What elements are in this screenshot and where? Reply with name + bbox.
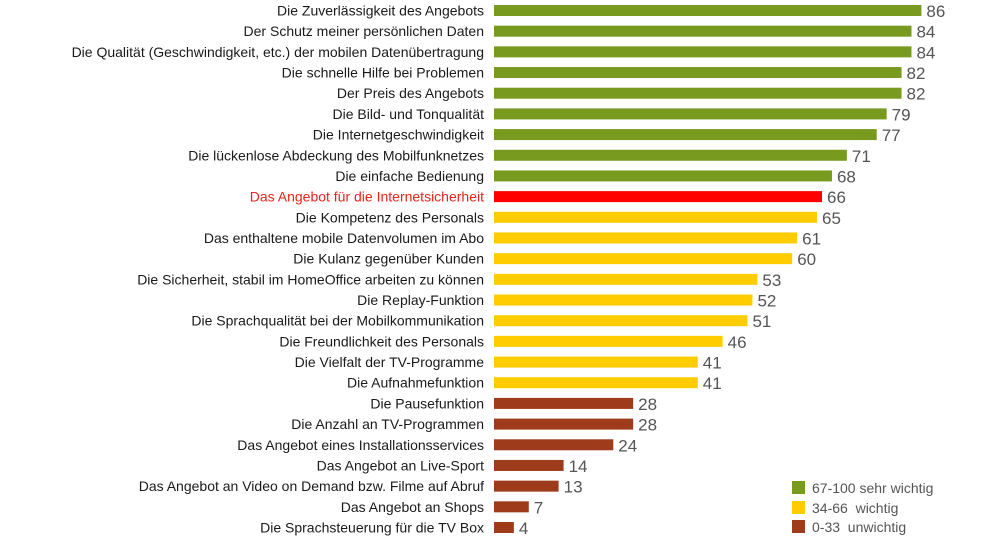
legend-swatch-mid bbox=[792, 501, 805, 514]
category-label-19: Die Pausefunktion bbox=[370, 395, 484, 411]
bar-11 bbox=[494, 232, 798, 244]
category-label-9: Das Angebot für die Internetsicherheit bbox=[250, 189, 484, 205]
category-label-15: Die Sprachqualität bei der Mobilkommunik… bbox=[191, 313, 484, 329]
value-label-25: 4 bbox=[519, 519, 528, 538]
bar-23 bbox=[494, 480, 559, 492]
bars-layer bbox=[494, 5, 922, 533]
value-label-4: 82 bbox=[907, 85, 926, 104]
category-label-16: Die Freundlichkeit des Personals bbox=[279, 333, 484, 349]
value-label-10: 65 bbox=[822, 209, 841, 228]
category-label-10: Die Kompetenz des Personals bbox=[296, 209, 484, 225]
category-label-22: Das Angebot an Live-Sport bbox=[317, 457, 484, 473]
value-label-6: 77 bbox=[882, 126, 901, 145]
value-label-14: 52 bbox=[757, 292, 776, 311]
bar-10 bbox=[494, 211, 818, 223]
value-label-1: 84 bbox=[916, 23, 935, 42]
bar-9 bbox=[494, 191, 823, 203]
value-label-23: 13 bbox=[564, 478, 583, 497]
category-label-5: Die Bild- und Tonqualität bbox=[332, 106, 484, 122]
value-label-19: 28 bbox=[638, 395, 657, 414]
value-label-5: 79 bbox=[892, 105, 911, 124]
value-label-11: 61 bbox=[802, 229, 821, 248]
bar-21 bbox=[494, 439, 614, 451]
value-labels-layer: 8684848282797771686665616053525146414128… bbox=[519, 2, 945, 538]
value-label-16: 46 bbox=[728, 333, 747, 352]
bar-14 bbox=[494, 294, 753, 306]
bar-16 bbox=[494, 335, 723, 347]
category-label-1: Der Schutz meiner persönlichen Daten bbox=[244, 23, 484, 39]
legend-label-low: 0-33 unwichtig bbox=[812, 519, 906, 535]
category-label-25: Die Sprachsteuerung für die TV Box bbox=[260, 520, 484, 536]
legend-label-high: 67-100 sehr wichtig bbox=[812, 480, 933, 496]
bar-18 bbox=[494, 377, 698, 389]
bar-5 bbox=[494, 108, 887, 120]
bar-12 bbox=[494, 253, 793, 265]
category-label-6: Die Internetgeschwindigkeit bbox=[313, 127, 484, 143]
category-label-7: Die lückenlose Abdeckung des Mobilfunkne… bbox=[188, 147, 484, 163]
value-label-9: 66 bbox=[827, 188, 846, 207]
value-label-2: 84 bbox=[916, 43, 935, 62]
legend-item-low: 0-33 unwichtig bbox=[792, 519, 906, 535]
category-label-13: Die Sicherheit, stabil im HomeOffice arb… bbox=[137, 271, 484, 287]
bar-20 bbox=[494, 418, 634, 430]
category-label-4: Der Preis des Angebots bbox=[337, 85, 484, 101]
value-label-20: 28 bbox=[638, 416, 657, 435]
bar-15 bbox=[494, 315, 748, 327]
bar-1 bbox=[494, 25, 912, 37]
category-label-3: Die schnelle Hilfe bei Problemen bbox=[282, 65, 484, 81]
bar-13 bbox=[494, 273, 758, 285]
value-label-13: 53 bbox=[762, 271, 781, 290]
category-label-18: Die Aufnahmefunktion bbox=[347, 375, 484, 391]
value-label-15: 51 bbox=[752, 312, 771, 331]
category-label-20: Die Anzahl an TV-Programmen bbox=[291, 416, 484, 432]
bar-19 bbox=[494, 397, 634, 409]
bar-3 bbox=[494, 67, 902, 79]
category-label-12: Die Kulanz gegenüber Kunden bbox=[293, 251, 484, 267]
bar-24 bbox=[494, 501, 529, 513]
category-label-0: Die Zuverlässigkeit des Angebots bbox=[277, 3, 484, 19]
bar-4 bbox=[494, 87, 902, 99]
legend: 67-100 sehr wichtig 34-66 wichtig 0-33 u… bbox=[792, 480, 933, 535]
legend-item-mid: 34-66 wichtig bbox=[792, 500, 898, 516]
category-label-2: Die Qualität (Geschwindigkeit, etc.) der… bbox=[72, 44, 484, 60]
category-label-23: Das Angebot an Video on Demand bzw. Film… bbox=[139, 478, 484, 494]
value-label-7: 71 bbox=[852, 147, 871, 166]
value-label-22: 14 bbox=[569, 457, 588, 476]
value-label-18: 41 bbox=[703, 374, 722, 393]
bar-25 bbox=[494, 522, 514, 533]
value-label-3: 82 bbox=[907, 64, 926, 83]
bar-6 bbox=[494, 129, 877, 141]
bar-8 bbox=[494, 170, 832, 182]
category-labels-layer: Die Zuverlässigkeit des Angebots Der Schu… bbox=[72, 3, 485, 536]
bar-7 bbox=[494, 149, 847, 161]
value-label-12: 60 bbox=[797, 250, 816, 269]
legend-label-mid: 34-66 wichtig bbox=[812, 500, 898, 516]
value-label-0: 86 bbox=[926, 2, 945, 21]
value-label-21: 24 bbox=[618, 436, 637, 455]
value-label-8: 68 bbox=[837, 167, 856, 186]
category-label-21: Das Angebot eines Installationsservices bbox=[237, 437, 484, 453]
category-label-17: Die Vielfalt der TV-Programme bbox=[295, 354, 485, 370]
legend-swatch-high bbox=[792, 481, 805, 494]
category-label-11: Das enthaltene mobile Datenvolumen im Ab… bbox=[204, 230, 484, 246]
value-label-17: 41 bbox=[703, 354, 722, 373]
legend-item-high: 67-100 sehr wichtig bbox=[792, 480, 933, 496]
category-label-8: Die einfache Bedienung bbox=[335, 168, 484, 184]
category-label-14: Die Replay-Funktion bbox=[357, 292, 484, 308]
bar-2 bbox=[494, 46, 912, 58]
value-label-24: 7 bbox=[534, 498, 543, 517]
category-label-24: Das Angebot an Shops bbox=[341, 499, 484, 515]
bar-0 bbox=[494, 5, 922, 16]
bar-17 bbox=[494, 356, 698, 368]
bar-22 bbox=[494, 459, 564, 471]
legend-swatch-low bbox=[792, 520, 805, 533]
